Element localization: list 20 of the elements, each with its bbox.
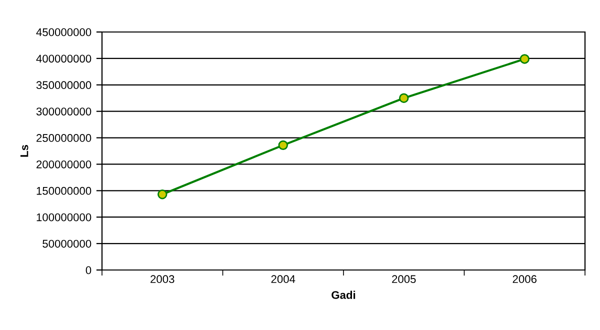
y-tick-label: 400000000 <box>36 54 92 63</box>
y-tick-label: 100000000 <box>36 213 92 222</box>
x-tick-label: 2003 <box>150 275 174 284</box>
y-tick-label: 300000000 <box>36 108 92 116</box>
y-tick-label: 350000000 <box>36 81 92 90</box>
point <box>399 93 409 103</box>
y-tick-label: 0 <box>86 266 92 274</box>
point <box>158 190 168 200</box>
point <box>278 140 288 150</box>
y-tick-label: 250000000 <box>36 134 92 142</box>
y-axis-title: Ls <box>20 144 28 157</box>
y-tick-label: 50000000 <box>42 240 92 248</box>
x-tick-label: 2004 <box>271 275 296 284</box>
y-tick-label: 200000000 <box>36 160 92 168</box>
x-axis-title: Gadi <box>332 290 356 299</box>
x-tick-label: 2006 <box>512 275 536 284</box>
point <box>520 54 530 64</box>
y-tick-label: 150000000 <box>36 186 92 195</box>
x-tick-label: 2005 <box>392 275 416 284</box>
y-tick-label: 450000000 <box>36 28 92 36</box>
